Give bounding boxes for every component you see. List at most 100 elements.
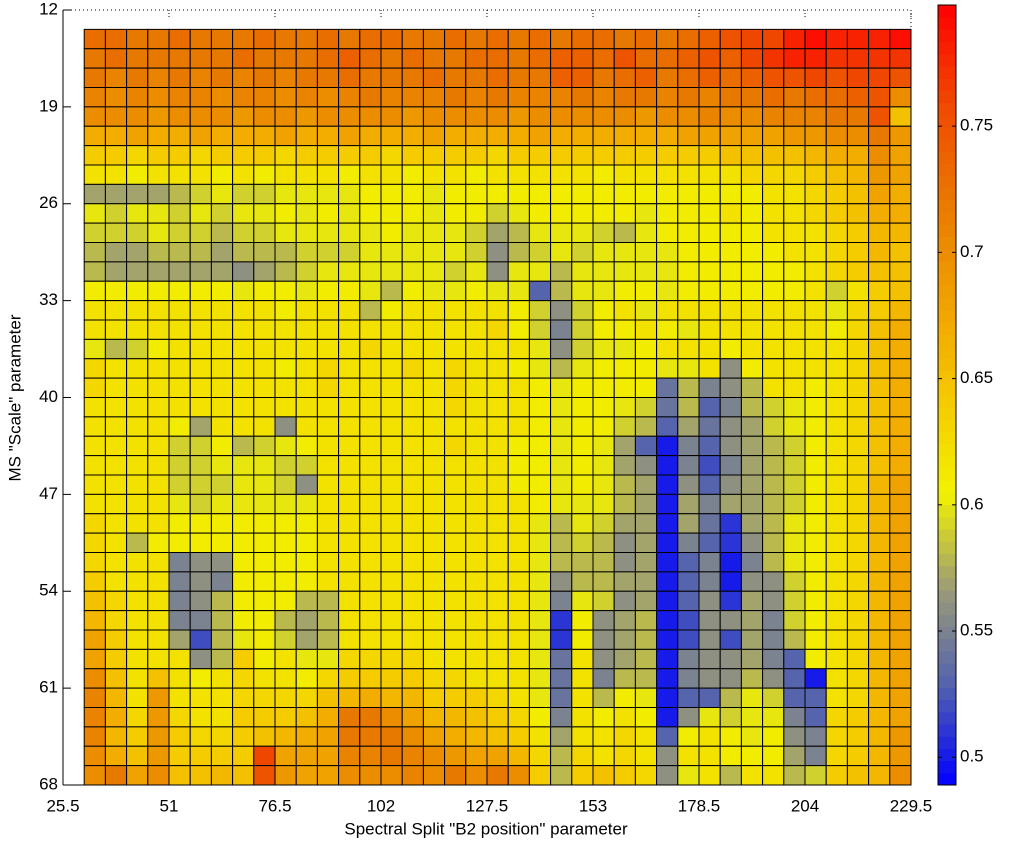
heatmap-cell	[401, 532, 424, 553]
heatmap-cell	[762, 435, 785, 457]
heatmap-cell	[147, 474, 170, 495]
heatmap-cell	[889, 145, 912, 166]
heatmap-cell	[422, 164, 446, 185]
heatmap-cell	[295, 222, 318, 243]
x-tick-label: 204	[791, 796, 819, 815]
heatmap-cell	[253, 571, 276, 592]
heatmap-cell	[338, 745, 361, 767]
heatmap-cell	[253, 222, 276, 243]
heatmap-cell	[316, 571, 340, 592]
heatmap-cell	[83, 590, 106, 612]
colorbar-band	[938, 114, 956, 128]
heatmap-cell	[698, 668, 721, 689]
heatmap-cell	[295, 106, 318, 127]
heatmap-cell	[889, 648, 912, 670]
heatmap-cell	[486, 67, 509, 88]
heatmap-cell	[719, 532, 742, 553]
heatmap-cell	[804, 513, 827, 534]
heatmap-cell	[550, 707, 573, 728]
colorbar-band	[938, 102, 956, 116]
heatmap-cell	[762, 455, 785, 476]
heatmap-cell	[338, 726, 361, 747]
heatmap-cell	[168, 745, 191, 767]
heatmap-cell	[889, 280, 912, 302]
heatmap-cell	[677, 416, 700, 437]
heatmap-cell	[804, 707, 827, 728]
heatmap-cell	[698, 377, 721, 398]
heatmap-cell	[486, 455, 509, 476]
heatmap-cell	[592, 668, 615, 689]
heatmap-cell	[719, 552, 742, 573]
heatmap-cell	[338, 435, 361, 457]
heatmap-cell	[719, 28, 742, 50]
heatmap-cell	[592, 590, 615, 612]
heatmap-cell	[804, 552, 827, 573]
heatmap-cell	[168, 242, 191, 263]
heatmap-cell	[592, 358, 615, 379]
heatmap-cell	[126, 164, 149, 185]
heatmap-cell	[295, 552, 318, 573]
heatmap-cell	[444, 455, 467, 476]
heatmap-cell	[677, 203, 700, 224]
heatmap-cell	[634, 474, 658, 495]
heatmap-cell	[359, 648, 382, 670]
heatmap-cell	[253, 242, 276, 263]
heatmap-cell	[656, 338, 679, 360]
heatmap-cell	[359, 222, 382, 243]
heatmap-cell	[719, 668, 742, 689]
x-axis-label: Spectral Split "B2 position" parameter	[344, 819, 628, 838]
heatmap-cell	[550, 377, 573, 398]
heatmap-cell	[868, 474, 891, 495]
heatmap-cell	[380, 28, 403, 50]
heatmap-cell	[528, 726, 552, 747]
heatmap-cell	[825, 358, 848, 379]
heatmap-cell	[634, 106, 658, 127]
heatmap-cell	[868, 242, 891, 263]
heatmap-cell	[804, 648, 827, 670]
heatmap-cell	[104, 28, 128, 50]
heatmap-cell	[740, 707, 764, 728]
heatmap-cell	[83, 125, 106, 147]
heatmap-cell	[783, 67, 806, 88]
heatmap-cell	[338, 261, 361, 282]
heatmap-cell	[359, 455, 382, 476]
heatmap-cell	[507, 164, 530, 185]
x-tick-label: 178.5	[678, 796, 721, 815]
heatmap-cell	[422, 629, 446, 650]
heatmap-cell	[83, 145, 106, 166]
heatmap-cell	[677, 668, 700, 689]
heatmap-cell	[359, 532, 382, 553]
colorbar-band	[938, 382, 956, 396]
heatmap-cell	[126, 358, 149, 379]
heatmap-cell	[804, 280, 827, 302]
colorbar-band	[938, 224, 956, 238]
heatmap-cell	[846, 590, 870, 612]
heatmap-cell	[783, 145, 806, 166]
heatmap-cell	[740, 493, 764, 515]
heatmap-cell	[677, 765, 700, 786]
heatmap-cell	[613, 435, 636, 457]
heatmap-cell	[846, 416, 870, 437]
heatmap-cell	[486, 765, 509, 786]
heatmap-cell	[444, 745, 467, 767]
heatmap-cell	[295, 358, 318, 379]
heatmap-cell	[571, 765, 594, 786]
colorbar-band	[938, 273, 956, 286]
heatmap-cell	[783, 28, 806, 50]
heatmap-cell	[550, 397, 573, 418]
heatmap-cell	[677, 242, 700, 263]
heatmap-cell	[719, 87, 742, 108]
heatmap-cell	[210, 493, 234, 515]
heatmap-cell	[613, 183, 636, 205]
heatmap-cell	[825, 397, 848, 418]
heatmap-cell	[83, 203, 106, 224]
heatmap-cell	[380, 610, 403, 631]
heatmap-cell	[189, 300, 212, 321]
heatmap-cell	[762, 668, 785, 689]
y-tick-label: 12	[39, 0, 58, 18]
heatmap-cell	[359, 319, 382, 340]
heatmap-cell	[83, 474, 106, 495]
heatmap-cell	[677, 280, 700, 302]
heatmap-cell	[104, 726, 128, 747]
heatmap-cell	[210, 397, 234, 418]
